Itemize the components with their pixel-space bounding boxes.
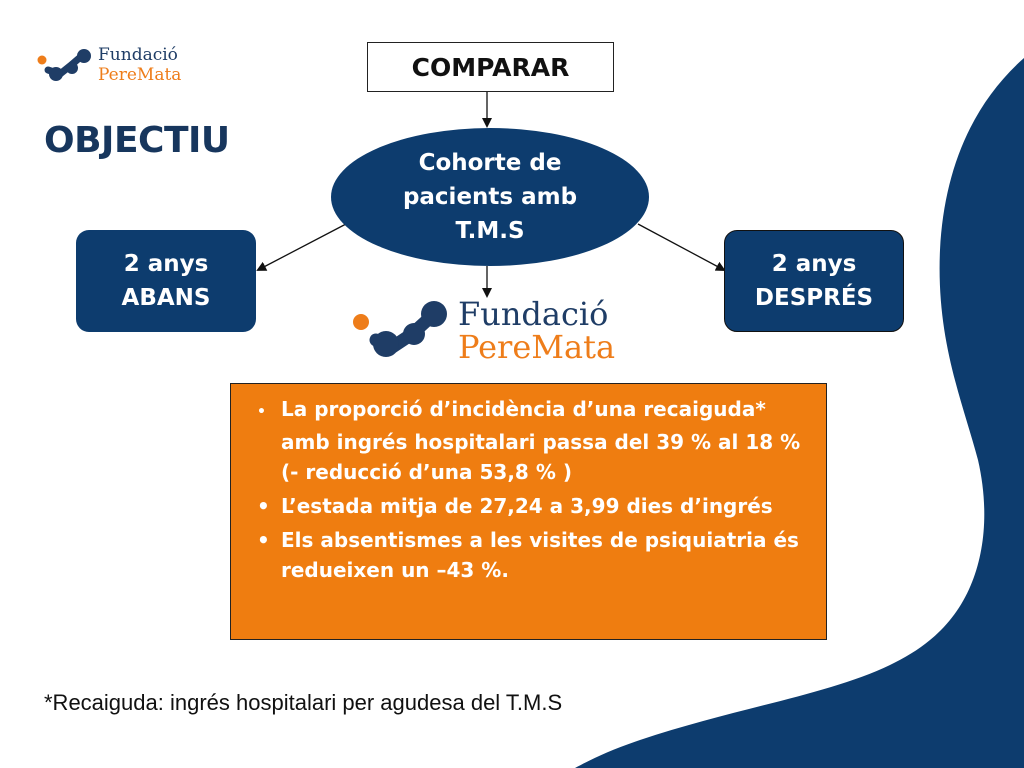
cohort-line-3: T.M.S bbox=[455, 218, 525, 244]
cohort-line-1: Cohorte de bbox=[418, 150, 562, 176]
fundacio-peremata-logo-large: Fundació PereMata bbox=[350, 296, 620, 368]
bullet-icon: • bbox=[257, 494, 270, 518]
fundacio-peremata-logo-small: Fundació PereMata bbox=[36, 44, 196, 92]
before-line-1: 2 anys bbox=[123, 251, 209, 277]
logo-large-text-peremata: PereMata bbox=[458, 328, 616, 366]
arrow-cohort-to-before bbox=[256, 223, 347, 271]
result-item-recaiguda: • La proporció d’incidència d’una recaigu… bbox=[243, 394, 814, 487]
bullet-icon: • bbox=[257, 404, 266, 420]
results-box: • La proporció d’incidència d’una recaigu… bbox=[230, 383, 827, 640]
before-line-2: ABANS bbox=[121, 285, 211, 311]
after-line-1: 2 anys bbox=[771, 251, 857, 277]
result-item-estada: • L’estada mitja de 27,24 a 3,99 dies d’i… bbox=[243, 491, 814, 521]
after-line-2: DESPRÉS bbox=[754, 285, 874, 311]
cohort-line-2: pacients amb bbox=[402, 184, 578, 210]
result-item-absentismes: • Els absentismes a les visites de psiqui… bbox=[243, 525, 814, 585]
results-list: • La proporció d’incidència d’una recaigu… bbox=[243, 394, 814, 585]
logo-dots-icon-large bbox=[353, 301, 447, 357]
page-title: OBJECTIU bbox=[44, 120, 230, 161]
result-text-estada: L’estada mitja de 27,24 a 3,99 dies d’in… bbox=[281, 494, 773, 518]
bullet-icon: • bbox=[257, 528, 270, 552]
result-text-recaiguda: La proporció d’incidència d’una recaigud… bbox=[281, 397, 801, 484]
logo-large-text-fundacio: Fundació bbox=[458, 295, 609, 333]
after-box: 2 anys DESPRÉS bbox=[724, 230, 904, 332]
logo-text-fundacio: Fundació bbox=[98, 45, 178, 65]
cohort-ellipse: Cohorte de pacients amb T.M.S bbox=[331, 128, 649, 266]
compare-box: COMPARAR bbox=[367, 42, 614, 92]
before-box: 2 anys ABANS bbox=[76, 230, 256, 332]
logo-text-peremata: PereMata bbox=[98, 65, 182, 85]
result-text-absentismes: Els absentismes a les visites de psiquia… bbox=[281, 528, 799, 582]
arrow-cohort-to-after bbox=[637, 223, 726, 271]
logo-dots-icon bbox=[37, 49, 91, 81]
footnote: *Recaiguda: ingrés hospitalari per agude… bbox=[44, 690, 563, 715]
